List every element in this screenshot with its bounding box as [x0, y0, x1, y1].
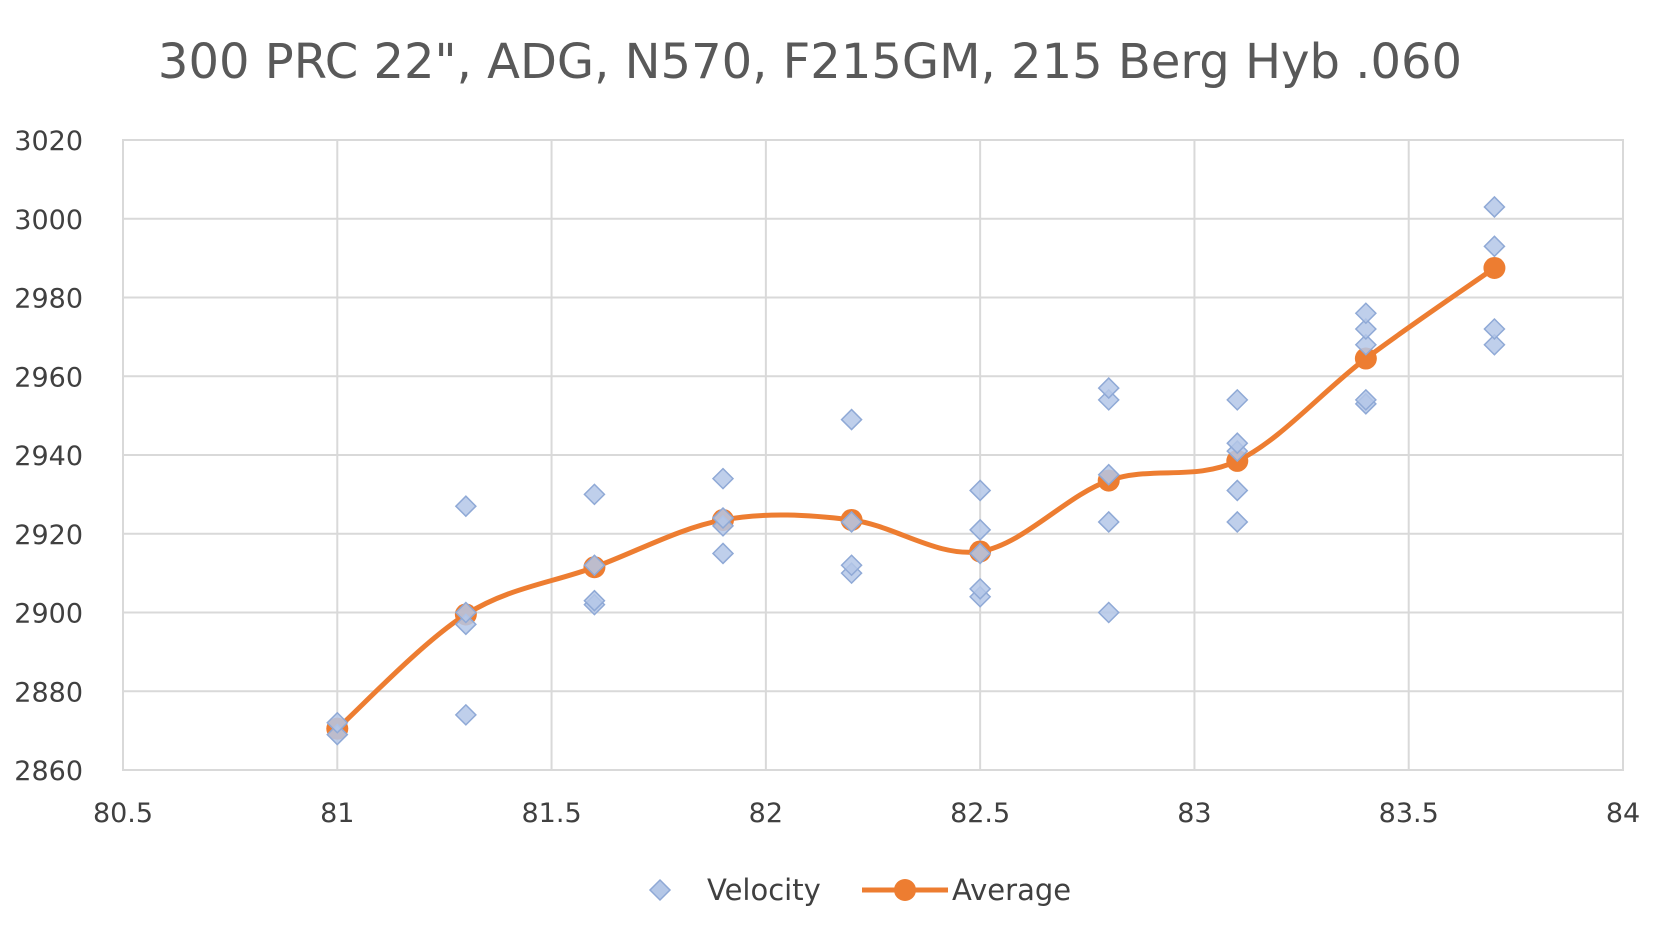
- velocity-point: [969, 577, 992, 600]
- legend-velocity-label: Velocity: [707, 873, 821, 907]
- velocity-series: [326, 195, 1506, 746]
- x-tick-label: 82.5: [950, 798, 1010, 829]
- y-tick-label: 2920: [14, 520, 83, 551]
- velocity-point: [840, 408, 863, 431]
- velocity-point: [969, 518, 992, 541]
- velocity-point: [840, 554, 863, 577]
- velocity-point: [454, 613, 477, 636]
- velocity-point: [711, 542, 735, 565]
- x-tick-label: 81: [320, 798, 354, 829]
- plot-area: [122, 139, 1624, 771]
- x-tick-label: 83: [1177, 798, 1211, 829]
- velocity-point: [1483, 235, 1506, 258]
- velocity-point: [1097, 601, 1120, 624]
- velocity-point: [454, 601, 477, 624]
- velocity-point: [1097, 377, 1120, 400]
- legend-average-marker: [894, 879, 916, 901]
- velocity-point: [1097, 388, 1120, 411]
- velocity-point: [1354, 388, 1377, 411]
- velocity-point: [711, 467, 735, 490]
- velocity-point: [1226, 479, 1249, 502]
- x-tick-label: 80.5: [93, 798, 153, 829]
- y-tick-label: 2960: [14, 362, 83, 393]
- velocity-point: [583, 483, 606, 506]
- velocity-point: [1354, 302, 1377, 325]
- velocity-point: [1483, 333, 1506, 356]
- velocity-point: [1226, 388, 1249, 411]
- chart-title: 300 PRC 22", ADG, N570, F215GM, 215 Berg…: [158, 34, 1462, 90]
- velocity-point: [711, 506, 735, 530]
- velocity-point: [326, 711, 349, 734]
- legend-velocity-marker: [648, 878, 672, 902]
- y-tick-label: 2940: [14, 441, 83, 472]
- average-point: [1483, 256, 1506, 279]
- legend: Velocity Average: [648, 873, 1071, 907]
- velocity-point: [326, 723, 349, 746]
- velocity-point: [1354, 317, 1377, 341]
- y-tick-label: 3000: [14, 205, 83, 236]
- velocity-point: [969, 542, 992, 565]
- x-tick-label: 83.5: [1379, 798, 1439, 829]
- y-tick-label: 3020: [14, 126, 83, 157]
- velocity-point: [1354, 333, 1377, 356]
- gridlines: [122, 139, 1624, 771]
- velocity-point: [454, 703, 477, 726]
- velocity-point: [583, 589, 606, 612]
- y-tick-label: 2880: [14, 677, 83, 708]
- average-point: [1354, 347, 1377, 370]
- velocity-point: [454, 495, 477, 518]
- average-line: [335, 265, 1496, 731]
- velocity-point: [1226, 432, 1249, 455]
- velocity-point: [1483, 195, 1506, 218]
- velocity-point: [840, 510, 863, 533]
- y-tick-label: 2980: [14, 284, 83, 315]
- velocity-point: [583, 554, 606, 577]
- velocity-point: [1483, 317, 1506, 341]
- x-axis-ticks: 80.5 81 81.5 82 82.5 83 83.5 84: [93, 798, 1640, 829]
- y-tick-label: 2860: [14, 756, 83, 787]
- x-tick-label: 82: [749, 798, 783, 829]
- y-axis-ticks: 2860 2880 2900 2920 2940 2960 2980 3000 3020: [14, 126, 83, 787]
- velocity-point: [1097, 510, 1120, 533]
- velocity-point: [969, 479, 992, 502]
- y-tick-label: 2900: [14, 599, 83, 630]
- velocity-point: [1226, 510, 1249, 533]
- velocity-point: [1097, 463, 1120, 486]
- x-tick-label: 81.5: [522, 798, 582, 829]
- average-series: [326, 256, 1506, 740]
- legend-average-label: Average: [952, 873, 1071, 907]
- x-tick-label: 84: [1606, 798, 1640, 829]
